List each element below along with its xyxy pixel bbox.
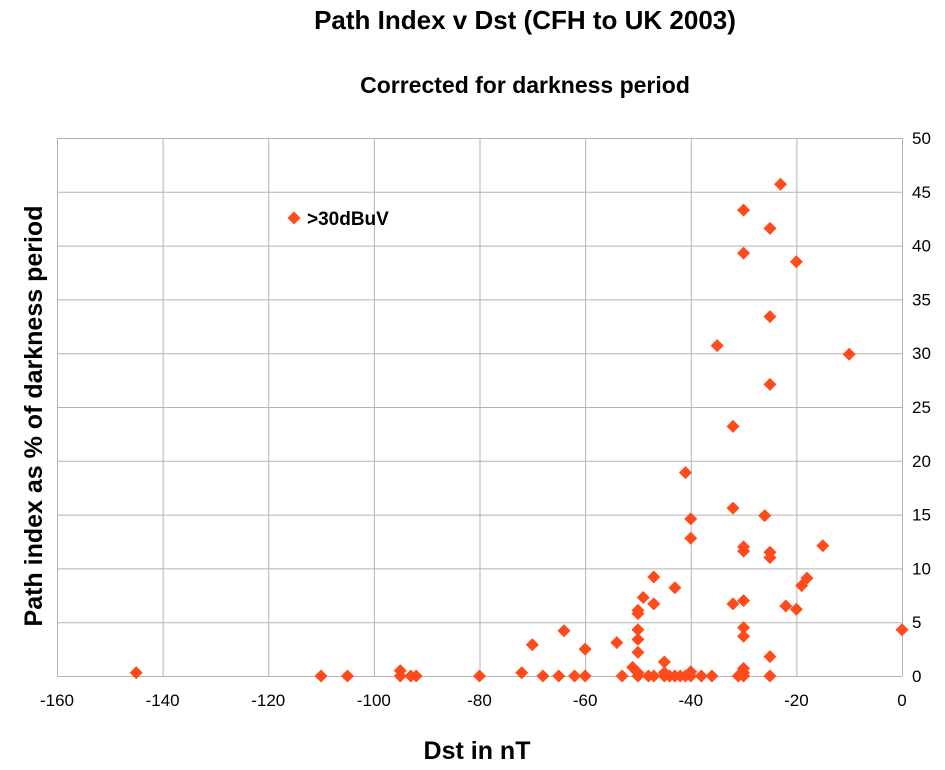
- x-axis-ticks: -160 -140 -120 -100 -80 -60 -40 -20 0: [40, 691, 907, 710]
- data-point: [657, 655, 671, 669]
- y-tick-label: 20: [912, 452, 931, 471]
- x-tick-label: -140: [146, 691, 180, 710]
- data-point: [737, 669, 751, 683]
- data-point: [737, 594, 751, 608]
- data-point: [789, 255, 803, 269]
- x-tick-label: -60: [573, 691, 598, 710]
- data-point: [737, 246, 751, 260]
- data-point: [726, 597, 740, 611]
- data-point: [816, 539, 830, 553]
- x-tick-label: -160: [40, 691, 74, 710]
- data-point: [694, 669, 708, 683]
- y-axis-title: Path index as % of darkness period: [20, 206, 48, 627]
- x-tick-label: -40: [678, 691, 703, 710]
- y-tick-label: 50: [912, 129, 931, 148]
- data-point: [578, 669, 592, 683]
- data-point: [636, 590, 650, 604]
- data-point: [647, 669, 661, 683]
- data-point: [737, 621, 751, 635]
- y-axis-ticks: 0 5 10 15 20 25 30 35 40 45 50: [912, 129, 931, 686]
- data-point: [515, 666, 529, 680]
- data-point: [314, 669, 328, 683]
- data-point: [647, 570, 661, 584]
- y-tick-label: 45: [912, 183, 931, 202]
- data-point: [779, 599, 793, 613]
- data-point: [737, 203, 751, 217]
- data-point: [668, 581, 682, 595]
- data-point: [631, 669, 645, 683]
- data-point: [737, 544, 751, 558]
- chart-title: Path Index v Dst (CFH to UK 2003): [314, 5, 736, 35]
- data-point: [895, 623, 909, 637]
- data-point: [800, 571, 814, 585]
- x-tick-label: -20: [784, 691, 809, 710]
- y-tick-label: 5: [912, 613, 921, 632]
- data-point: [763, 310, 777, 324]
- data-point: [340, 669, 354, 683]
- data-point: [525, 638, 539, 652]
- data-point: [409, 669, 423, 683]
- data-points: [129, 177, 909, 683]
- chart-subtitle: Corrected for darkness period: [360, 72, 690, 98]
- data-point: [536, 669, 550, 683]
- data-point: [710, 339, 724, 353]
- data-point: [393, 669, 407, 683]
- data-point: [631, 632, 645, 646]
- gridlines: [57, 138, 903, 677]
- data-point: [647, 597, 661, 611]
- data-point: [568, 669, 582, 683]
- x-axis-title: Dst in nT: [424, 737, 531, 765]
- legend-marker: [287, 211, 301, 225]
- y-tick-label: 0: [912, 667, 921, 686]
- data-point: [726, 419, 740, 433]
- data-point: [552, 669, 566, 683]
- legend-label: >30dBuV: [307, 209, 389, 230]
- data-point: [557, 624, 571, 638]
- data-point: [578, 642, 592, 656]
- data-point: [473, 669, 486, 683]
- data-point: [684, 531, 698, 545]
- data-point: [631, 607, 645, 621]
- data-point: [763, 377, 777, 391]
- x-tick-label: 0: [897, 691, 906, 710]
- data-point: [842, 347, 856, 361]
- y-tick-label: 10: [912, 559, 931, 578]
- data-point: [129, 666, 143, 680]
- data-point: [758, 509, 772, 523]
- y-tick-label: 15: [912, 506, 931, 525]
- data-point: [774, 177, 788, 191]
- data-point: [684, 512, 698, 526]
- y-tick-label: 35: [912, 290, 931, 309]
- data-point: [737, 629, 751, 643]
- data-point: [610, 636, 624, 650]
- data-point: [726, 501, 740, 515]
- data-point: [684, 669, 698, 683]
- data-point: [631, 623, 645, 637]
- data-point: [631, 645, 645, 659]
- legend: >30dBuV: [287, 209, 389, 230]
- data-point: [789, 602, 803, 616]
- data-point: [763, 650, 777, 664]
- data-point: [763, 221, 777, 235]
- x-tick-label: -80: [467, 691, 492, 710]
- data-point: [763, 551, 777, 565]
- x-tick-label: -100: [357, 691, 391, 710]
- data-point: [678, 466, 692, 480]
- y-tick-label: 30: [912, 344, 931, 363]
- data-point: [705, 669, 719, 683]
- data-point: [615, 669, 629, 683]
- y-tick-label: 40: [912, 237, 931, 256]
- y-tick-label: 25: [912, 398, 931, 417]
- data-point: [763, 669, 777, 683]
- x-tick-label: -120: [251, 691, 285, 710]
